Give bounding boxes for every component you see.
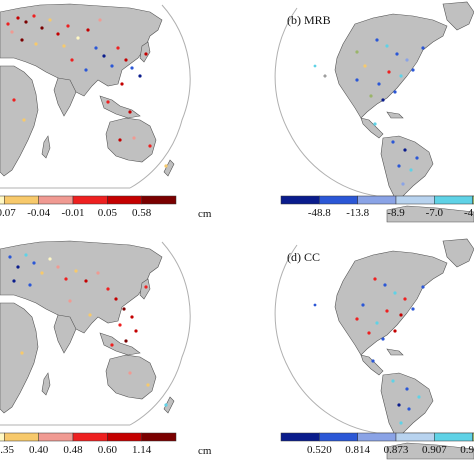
colorbar-a: -0.07 -0.04 -0.01 0.05 0.58 [0, 195, 177, 219]
colorbar-tick-label: 0.05 [98, 207, 118, 219]
colorbar-tick-label: 0.35 [0, 444, 14, 456]
colorbar-tick-label: 0.48 [63, 444, 83, 456]
landmass-madagascar [41, 372, 51, 396]
panel-title: (b) MRB [287, 13, 331, 27]
colorbar-tick-label: 0.907 [422, 444, 447, 456]
landmass-australia [105, 354, 157, 400]
colorbar-tick-label: 1.14 [132, 444, 152, 456]
panel-title: (d) CC [287, 250, 320, 264]
station-markers [313, 277, 425, 425]
landmass-caribbean [386, 111, 404, 119]
landmass-greenland [442, 238, 474, 268]
colorbar-tick-label: 0.60 [98, 444, 118, 456]
map-figure-c: 0.35 0.40 0.48 0.60 1.14 cm [0, 240, 212, 457]
landmass-caribbean [386, 348, 404, 356]
colorbar-tick-label: 0.58 [132, 207, 152, 219]
landmass-central-america [360, 354, 384, 376]
landmass-japan [139, 278, 151, 300]
colorbar-tick-label: -8.9 [387, 207, 405, 219]
colorbar-segment [141, 195, 177, 205]
colorbar-tick-label: -4.6 [464, 207, 474, 219]
colorbar-segment [395, 432, 435, 442]
colorbar-segment [141, 432, 177, 442]
landmass-australia [105, 117, 157, 163]
landmass-africa [0, 302, 39, 414]
colorbar-segment [4, 432, 39, 442]
landmass-india [53, 77, 77, 117]
colorbar-tick-label: 0.929 [460, 444, 474, 456]
colorbar-segment [38, 195, 74, 205]
colorbar-segment [472, 432, 474, 442]
globe-outline [129, 4, 191, 189]
map-figure-a: -0.07 -0.04 -0.01 0.05 0.58 cm [0, 3, 212, 220]
landmass-japan [139, 41, 151, 63]
colorbar-unit: cm [198, 208, 212, 220]
colorbar-segment [395, 195, 435, 205]
colorbar-segment [472, 195, 474, 205]
colorbar-segment [72, 432, 108, 442]
colorbar-tick-label: -7.0 [426, 207, 444, 219]
landmass-africa [0, 65, 39, 177]
landmass-eurasia [0, 240, 163, 334]
colorbar-segment [357, 432, 397, 442]
landmass-se-asia [99, 332, 141, 356]
colorbar-segment [434, 432, 473, 442]
colorbar-segment [0, 432, 5, 442]
colorbar-segment [0, 195, 5, 205]
colorbar-segment [107, 432, 142, 442]
landmass-greenland [442, 1, 474, 31]
landmass-antarctica [386, 205, 474, 223]
landmass-north-america [334, 250, 448, 356]
colorbar-segment [38, 432, 74, 442]
colorbar-segment [280, 195, 320, 205]
colorbar-segment [4, 195, 39, 205]
colorbar-segment [72, 195, 108, 205]
colorbar-tick-label: 0.873 [384, 444, 409, 456]
station-markers [8, 253, 168, 407]
landmass-south-america [380, 135, 434, 199]
globe-outline [274, 7, 474, 197]
landmass-south-america [380, 372, 434, 436]
colorbar-tick-label: -13.8 [346, 207, 369, 219]
map-panel-b: (b) MRB -48.8-13.8-8.9-7.0-4.6-3 [237, 0, 474, 237]
colorbar-tick-label: -0.07 [0, 207, 16, 219]
globe-outline [274, 244, 474, 434]
colorbar-tick-label: 0.520 [307, 444, 332, 456]
map-panel-a: -0.07 -0.04 -0.01 0.05 0.58 cm [0, 0, 237, 237]
colorbar-c: 0.35 0.40 0.48 0.60 1.14 [0, 432, 177, 456]
landmass-north-america [334, 13, 448, 119]
colorbar-segment [357, 195, 397, 205]
landmass-se-asia [99, 95, 141, 119]
landmass-india [53, 314, 77, 354]
colorbar-segment [319, 195, 358, 205]
landmass-new-zealand [163, 159, 175, 177]
landmass-antarctica [386, 442, 474, 460]
landmass-hawaii [323, 74, 327, 78]
colorbar-segment [319, 432, 358, 442]
colorbar-b: -48.8-13.8-8.9-7.0-4.6-3 [280, 195, 474, 219]
landmass-eurasia [0, 3, 163, 97]
colorbar-tick-label: -0.01 [62, 207, 85, 219]
colorbar-tick-label: 0.814 [345, 444, 370, 456]
colorbar-unit: cm [198, 445, 212, 457]
station-markers [313, 38, 425, 186]
map-figure-b: (b) MRB -48.8-13.8-8.9-7.0-4.6-3 [274, 1, 474, 223]
landmass-central-america [360, 117, 384, 139]
globe-outline [129, 241, 191, 426]
colorbar-tick-label: -48.8 [308, 207, 331, 219]
colorbar-tick-label: -0.04 [27, 207, 50, 219]
colorbar-segment [280, 432, 320, 442]
station-markers [6, 14, 168, 168]
landmass-madagascar [41, 135, 51, 159]
map-panel-c: 0.35 0.40 0.48 0.60 1.14 cm [0, 237, 237, 474]
colorbar-tick-label: 0.40 [29, 444, 49, 456]
colorbar-segment [434, 195, 473, 205]
colorbar-segment [107, 195, 142, 205]
